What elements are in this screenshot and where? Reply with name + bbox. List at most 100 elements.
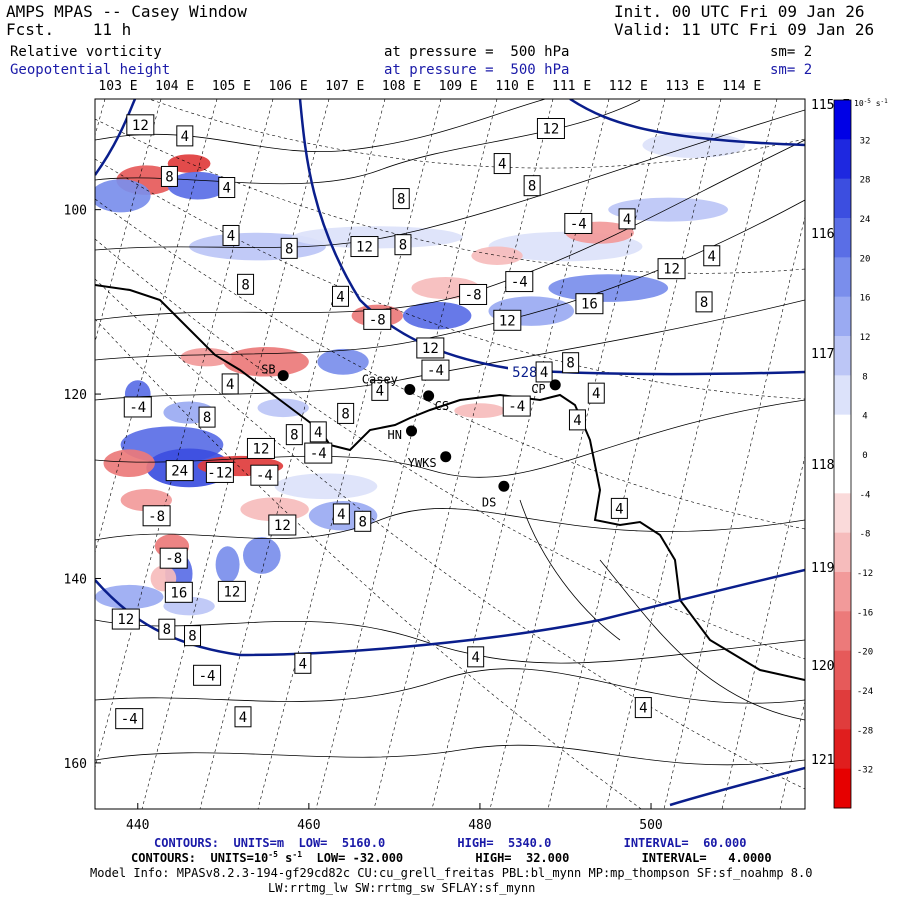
contour-label-box: [610, 497, 628, 519]
colorbar-tick-label: 8: [862, 372, 867, 382]
colorbar-tick-label: -12: [857, 569, 873, 579]
contour-label-box: [657, 258, 686, 280]
contour-label: 8: [285, 241, 293, 257]
x-tick-label: 500: [639, 818, 662, 833]
contour-label: 12: [499, 313, 516, 329]
contour-label-box: [354, 510, 372, 532]
contour-label: 12: [253, 441, 270, 457]
y-tick-label: 100: [64, 204, 87, 219]
vorticity-cell-3: [167, 171, 228, 200]
meridian-line: [257, 99, 442, 809]
contour-label-box: [280, 237, 298, 259]
station-hn-label: HN: [388, 428, 402, 442]
contour-label-box: [176, 125, 194, 147]
contour-label-box: [536, 118, 565, 140]
colorbar-tick-label: 28: [860, 176, 871, 186]
contour-label-box: [363, 308, 392, 330]
colorbar-swatch: [834, 178, 851, 219]
contour-label-box: [564, 212, 593, 234]
vorticity-cell-28: [274, 473, 378, 500]
contour-label-box: [568, 409, 586, 431]
contour-label: 12: [223, 584, 240, 600]
colorbar-tick-label: 24: [860, 215, 871, 225]
contour-label-box: [205, 461, 234, 483]
colorbar-swatch: [834, 729, 851, 770]
contour-label: 4: [239, 710, 247, 726]
contour-label-box: [285, 424, 303, 446]
contour-label: 12: [663, 262, 680, 278]
colorbar-tick-label: -32: [857, 766, 873, 776]
vort-units-exp2: -1: [292, 850, 303, 859]
app-title: AMPS MPAS -- Casey Window: [6, 2, 247, 21]
contour-label: 8: [163, 622, 171, 638]
contour-label: 4: [639, 701, 647, 717]
contour-label-box: [115, 708, 144, 730]
contour-label: 24: [171, 464, 188, 480]
colorbar-swatch: [834, 768, 851, 809]
contour-label: 12: [117, 612, 134, 628]
contour-label-box: [575, 293, 604, 315]
contour-label: 8: [241, 277, 249, 293]
station-markers: Casey CS SB HN YWKS DS CP: [261, 363, 561, 509]
colorbar-swatch: [834, 572, 851, 612]
vorticity-cell-17: [180, 347, 232, 367]
contour-label-box: [111, 608, 140, 630]
colorbar-tick-label: 4: [862, 412, 867, 422]
contour-label: 8: [203, 410, 211, 426]
y-tick-label: 140: [64, 572, 87, 587]
station-ywks-marker: [440, 451, 452, 463]
station-hn-marker: [406, 425, 418, 437]
colorbar-swatch: [834, 414, 851, 455]
station-ds-marker: [498, 480, 510, 492]
top-lon-label: 114 E: [722, 79, 761, 94]
contour-label-box: [416, 337, 445, 359]
height-contour-3: [669, 766, 805, 807]
contour-label-box: [459, 283, 488, 305]
contour-label-box: [126, 114, 155, 136]
contour-label: 16: [581, 297, 598, 313]
colorbar-swatch: [834, 532, 851, 573]
colorbar-swatch: [834, 375, 851, 416]
colorbar-tick-label: 0: [862, 451, 867, 461]
meridian-line: [95, 99, 162, 343]
meridian-line: [605, 99, 778, 809]
vorticity-contour-2: [95, 109, 805, 251]
colorbar-tick-label: -4: [860, 490, 871, 500]
field1-level: at pressure = 500 hPa: [384, 44, 570, 60]
contour-label: 8: [341, 406, 349, 422]
contour-label: 4: [299, 656, 307, 672]
contour-label: -4: [570, 216, 587, 232]
colorbar-swatch: [834, 100, 851, 140]
colorbar-tick-label: 16: [860, 294, 871, 304]
contour-label-box: [246, 437, 275, 459]
vorticity-contour-7: [95, 508, 805, 541]
colorbar-frame: [833, 99, 852, 809]
contour-label: 4: [223, 181, 231, 197]
colorbar-tick-label: -8: [860, 530, 871, 540]
colorbar-swatch: [834, 296, 851, 337]
parallel-line: [95, 118, 805, 274]
contour-label-box: [184, 625, 202, 647]
vorticity-contour-9: [95, 668, 805, 704]
colorbar-tick-label: 12: [860, 333, 871, 343]
contour-label: 4: [227, 228, 235, 244]
colorbar-swatch: [834, 690, 851, 730]
contour-label: 4: [573, 413, 581, 429]
contour-label-box: [158, 618, 176, 640]
contour-label: 4: [592, 386, 600, 402]
top-lon-label: 106 E: [269, 79, 308, 94]
station-ywks-label: YWKS: [408, 456, 437, 470]
contour-label-box: [164, 581, 193, 603]
meridian-line: [489, 99, 666, 809]
contour-label: 8: [359, 514, 367, 530]
contour-label-box: [421, 359, 450, 381]
top-lon-label: 109 E: [439, 79, 478, 94]
colorbar: 32 28 24 20 16 12 8 4 0 -4 -8 -12 -16 -20 -24 -28 -32 10-…: [833, 98, 888, 809]
colorbar-units: 10-5 s-1: [854, 98, 888, 108]
contour-label-box: [304, 442, 333, 464]
contour-label-box: [221, 373, 239, 395]
vorticity-cell-23: [103, 449, 155, 478]
colorbar-tick-label: -16: [857, 608, 873, 618]
contour-label: 8: [165, 169, 173, 185]
